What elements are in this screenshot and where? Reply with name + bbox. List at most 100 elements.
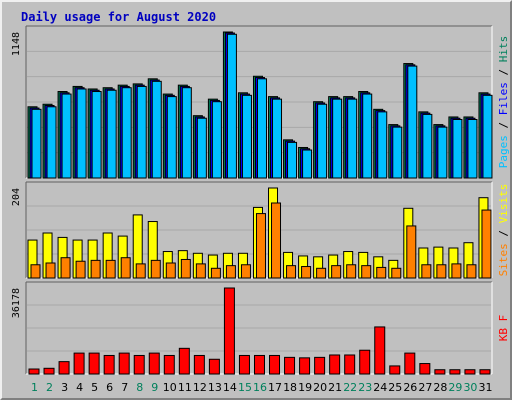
bar-kbytes-kbytes-day-10	[163, 354, 175, 375]
bar-kbytes-kbytes-day-8	[133, 354, 145, 375]
bar-rect	[421, 264, 432, 279]
bar-rect	[482, 94, 493, 179]
bar-rect	[211, 101, 222, 179]
bar-rect	[28, 368, 40, 375]
bar-rect	[106, 89, 117, 179]
bar-visits-sites-day-17	[271, 202, 282, 279]
bar-visits-sites-day-20	[316, 267, 327, 279]
day-label-21: 21	[328, 381, 342, 394]
bar-rect	[451, 263, 462, 279]
bar-rect	[178, 347, 190, 375]
bar-kbytes-kbytes-day-11	[178, 347, 190, 375]
ymax-label-kbytes: 36178	[11, 288, 22, 318]
bar-hits-pages-day-20	[317, 103, 328, 179]
bar-rect	[346, 264, 357, 279]
bar-hits-pages-day-22	[347, 98, 358, 179]
bar-visits-sites-day-5	[90, 259, 101, 279]
bar-hits-pages-day-4	[76, 88, 87, 179]
day-label-29: 29	[448, 381, 462, 394]
bar-rect	[150, 259, 161, 279]
bar-kbytes-kbytes-day-12	[193, 354, 205, 375]
bar-rect	[376, 266, 387, 279]
day-label-18: 18	[283, 381, 297, 394]
day-label-5: 5	[91, 381, 98, 394]
bar-hits-pages-day-1	[31, 108, 42, 179]
bar-kbytes-kbytes-day-18	[284, 356, 296, 375]
bar-rect	[121, 87, 132, 179]
bar-rect	[163, 354, 175, 375]
bar-rect	[389, 365, 401, 375]
bar-rect	[133, 354, 145, 375]
bar-kbytes-kbytes-day-21	[329, 354, 341, 375]
bar-rect	[269, 354, 281, 375]
bar-rect	[437, 126, 448, 179]
bar-rect	[422, 113, 433, 179]
bar-kbytes-kbytes-day-14	[223, 287, 235, 375]
legend-item-hits-0: Pages	[497, 135, 510, 168]
bar-rect	[136, 85, 147, 179]
bar-hits-pages-day-13	[211, 101, 222, 179]
bar-rect	[241, 94, 252, 179]
bar-rect	[301, 266, 312, 279]
bar-hits-pages-day-2	[46, 106, 57, 179]
bar-visits-sites-day-18	[286, 265, 297, 279]
day-label-7: 7	[121, 381, 128, 394]
bar-rect	[223, 287, 235, 375]
bar-kbytes-kbytes-day-19	[299, 357, 311, 375]
legend-item-hits-3: /	[497, 69, 510, 82]
day-label-25: 25	[388, 381, 402, 394]
bar-rect	[299, 357, 311, 375]
bar-rect	[253, 354, 265, 375]
legend-item-kbytes-0: KB	[497, 328, 510, 342]
bar-rect	[181, 87, 192, 179]
bar-rect	[151, 80, 162, 179]
bar-rect	[103, 354, 115, 375]
bar-rect	[406, 225, 417, 279]
bar-visits-sites-day-16	[255, 213, 266, 279]
bar-rect	[226, 33, 237, 179]
bar-kbytes-kbytes-day-27	[419, 363, 431, 375]
day-labels: 1 2 3 4 5 6 7 8 9 10 11 12 13 14 15 16 17 18 19 20 21 22 23 24 2…	[31, 381, 492, 394]
bar-hits-pages-day-8	[136, 85, 147, 179]
bar-rect	[73, 352, 85, 375]
day-label-17: 17	[268, 381, 282, 394]
bar-hits-pages-day-5	[91, 91, 102, 179]
day-label-4: 4	[76, 381, 83, 394]
day-label-23: 23	[358, 381, 372, 394]
day-label-11: 11	[178, 381, 192, 394]
bar-visits-sites-day-10	[165, 262, 176, 279]
bar-rect	[374, 326, 386, 375]
bar-rect	[58, 361, 70, 375]
bar-hits-pages-day-24	[377, 111, 388, 179]
bar-visits-sites-day-12	[195, 263, 206, 279]
day-label-26: 26	[403, 381, 417, 394]
bar-kbytes-kbytes-day-15	[238, 354, 250, 375]
bar-rect	[46, 106, 57, 179]
bar-visits-sites-day-15	[240, 264, 251, 279]
bar-kbytes-kbytes-day-22	[344, 354, 356, 375]
legend-item-visits-1: /	[497, 230, 510, 243]
bar-kbytes-kbytes-day-1	[28, 368, 40, 375]
panel-kbytes: 36178 KB F	[11, 281, 510, 375]
bar-rect	[193, 354, 205, 375]
bar-rect	[210, 267, 221, 279]
bar-hits-pages-day-18	[287, 141, 298, 179]
bar-rect	[208, 358, 220, 375]
bar-kbytes-kbytes-day-28	[434, 369, 446, 375]
bar-hits-pages-day-31	[482, 94, 493, 179]
bar-hits-pages-day-7	[121, 87, 132, 179]
panel-visits: 204 Sites / Visits	[11, 181, 510, 279]
bar-rect	[286, 265, 297, 279]
bar-hits-pages-day-17	[272, 98, 283, 179]
bar-hits-pages-day-23	[362, 93, 373, 179]
day-label-9: 9	[151, 381, 158, 394]
bar-visits-sites-day-1	[30, 264, 41, 279]
bar-rect	[30, 264, 41, 279]
bar-rect	[88, 352, 100, 375]
bar-rect	[287, 141, 298, 179]
bar-visits-sites-day-30	[466, 264, 477, 279]
bar-rect	[434, 369, 446, 375]
bar-rect	[31, 108, 42, 179]
ymax-label-visits: 204	[11, 188, 22, 206]
bar-rect	[317, 103, 328, 179]
